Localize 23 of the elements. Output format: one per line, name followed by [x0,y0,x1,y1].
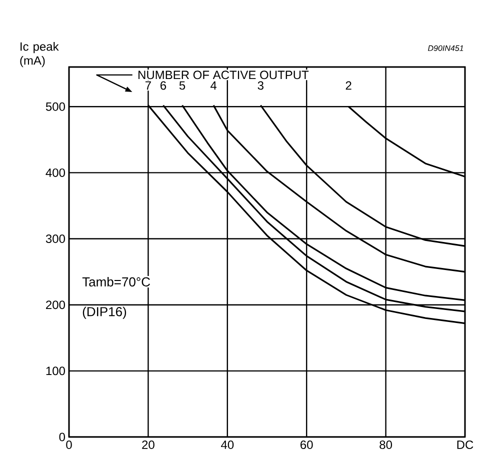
series-label: 3 [258,81,264,90]
series-label: 6 [160,81,166,90]
annotation: (DIP16) [82,306,126,319]
annotation: Tamb=70°C [82,276,150,286]
y-tick-label: 300 [46,234,66,244]
text: D90IN451 [428,45,464,51]
x-tick-label: 20 [142,440,154,450]
series-label: 4 [210,81,217,90]
x-tick-label: 0 [66,440,72,450]
legend-label: 7 [145,81,151,90]
y-tick-label: 100 [46,366,66,376]
x-tick-label: 40 [221,440,234,450]
x-tick-label: DC [457,440,474,450]
legend-title: NUMBER OF ACTIVE OUTPUT [138,70,309,80]
y-tick-label: 0 [59,432,66,442]
x-tick-label: 80 [380,440,392,450]
y-tick-label: 400 [46,168,66,177]
x-tick-label: 60 [300,440,313,450]
y-axis-title: Ic peak (mA) [20,42,59,68]
series-label: 2 [346,81,352,90]
series-label: 5 [179,81,186,90]
y-tick-label: 200 [46,300,66,310]
y-tick-label: 500 [46,102,66,111]
